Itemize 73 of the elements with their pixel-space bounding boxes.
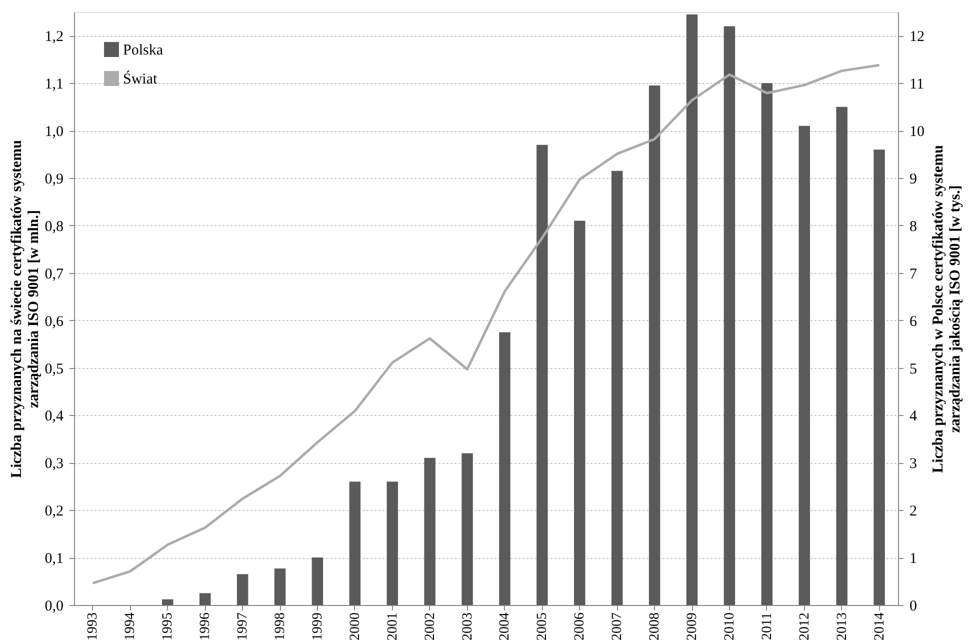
x-tick-label: 2013 xyxy=(834,612,850,640)
y-tick-label: 1,0 xyxy=(44,124,64,140)
x-tick-label: 2009 xyxy=(685,612,700,640)
bar xyxy=(836,106,848,605)
y-tick-label: 0,2 xyxy=(44,504,64,520)
x-tick-label: 2004 xyxy=(498,612,513,640)
y2-tick-label: 11 xyxy=(910,76,924,93)
x-tick-label: 2007 xyxy=(610,612,626,640)
bar xyxy=(162,599,174,605)
y2-tick-label: 1 xyxy=(910,551,917,568)
bar xyxy=(724,26,736,605)
bar xyxy=(199,593,211,605)
y2-tick-label: 10 xyxy=(910,124,924,140)
x-tick-label: 1994 xyxy=(123,612,138,640)
bar xyxy=(274,568,286,605)
bar xyxy=(761,83,773,605)
y-tick-label: 1,2 xyxy=(44,29,64,46)
y2-tick-label: 6 xyxy=(910,314,918,330)
legend-label: Polska xyxy=(123,42,164,58)
x-tick-label: 2003 xyxy=(460,612,476,640)
bar xyxy=(798,126,810,605)
bar xyxy=(686,14,698,605)
y2-tick-label: 3 xyxy=(910,456,917,472)
y-tick-label: 0,1 xyxy=(44,551,64,568)
y-tick-label: 0,8 xyxy=(44,218,64,235)
bar xyxy=(574,220,586,605)
legend-label: Świat xyxy=(123,70,158,88)
x-tick-label: 1997 xyxy=(236,612,251,640)
x-tick-label: 1993 xyxy=(86,612,101,640)
bar xyxy=(349,482,361,605)
bar xyxy=(424,458,436,605)
x-tick-label: 2011 xyxy=(760,612,775,640)
x-tick-label: 2012 xyxy=(797,612,812,640)
x-tick-label: 2001 xyxy=(385,612,400,640)
bar xyxy=(648,86,660,605)
x-tick-label: 2014 xyxy=(872,612,888,640)
x-tick-label: 1995 xyxy=(160,612,176,640)
bar xyxy=(611,170,623,605)
y-tick-label: 0,0 xyxy=(44,598,64,614)
y2-tick-label: 5 xyxy=(910,361,917,378)
x-tick-label: 1998 xyxy=(273,612,288,640)
bar xyxy=(462,453,473,605)
y2-axis-title: Liczba przyznanych w Polsce certyfikatów systemu zarządzania jakością ISO 9001 [w tys.] xyxy=(930,145,964,473)
y-tick-label: 0,5 xyxy=(44,361,64,378)
y2-tick-label: 9 xyxy=(910,172,917,188)
y2-tick-label: 0 xyxy=(910,598,917,614)
y2-tick-label: 4 xyxy=(910,408,918,425)
x-tick-label: 2005 xyxy=(535,612,550,640)
y-tick-label: 0,4 xyxy=(44,408,64,425)
x-tick-label: 2006 xyxy=(572,612,588,640)
bar xyxy=(536,144,548,605)
x-tick-label: 1996 xyxy=(198,612,214,640)
y2-tick-label: 8 xyxy=(910,218,917,235)
x-tick-label: 2000 xyxy=(348,612,363,640)
bar xyxy=(499,332,510,605)
x-tick-label: 2002 xyxy=(422,612,438,640)
y-tick-label: 1,1 xyxy=(44,76,64,93)
bar xyxy=(386,482,398,605)
x-tick-label: 2008 xyxy=(648,612,663,640)
y-tick-label: 0,7 xyxy=(44,266,64,282)
bar xyxy=(312,558,324,605)
x-tick-label: 1999 xyxy=(310,612,326,640)
y2-tick-label: 7 xyxy=(910,266,918,282)
bar xyxy=(236,574,248,605)
y-tick-label: 0,6 xyxy=(44,314,64,330)
line-series xyxy=(91,64,881,584)
y2-tick-label: 12 xyxy=(910,29,924,46)
bar xyxy=(874,150,885,605)
y2-tick-label: 2 xyxy=(910,504,917,520)
x-tick-label: 2010 xyxy=(722,612,738,640)
y-tick-label: 0,3 xyxy=(44,456,64,472)
y-axis-title: Liczba przyznanych na świecie certyfikatów systemu zarządzania ISO 9001 [w mln.] xyxy=(8,140,42,478)
y-tick-label: 0,9 xyxy=(44,172,64,188)
